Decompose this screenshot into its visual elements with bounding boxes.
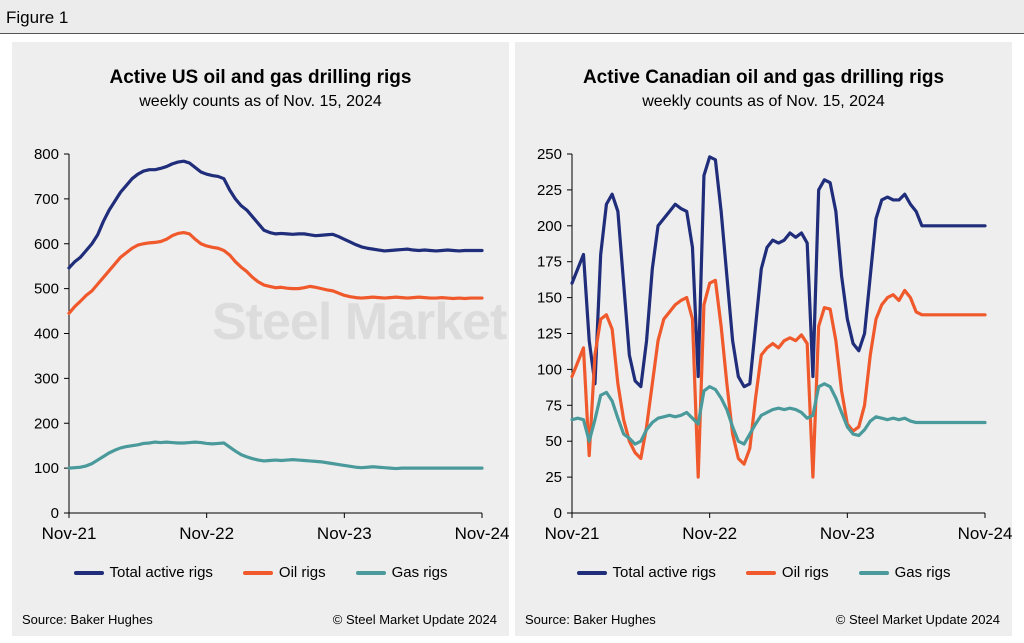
y-tick-label: 0 bbox=[554, 505, 562, 522]
y-tick-label: 800 bbox=[34, 146, 59, 163]
legend-label-gas: Gas rigs bbox=[894, 564, 951, 581]
legend-item-gas: Gas rigs bbox=[858, 564, 951, 581]
figure-label: Figure 1 bbox=[6, 8, 69, 27]
chart-title: Active US oil and gas drilling rigs bbox=[109, 67, 412, 88]
y-tick-label: 200 bbox=[34, 415, 59, 432]
copyright-note: © Steel Market Update 2024 bbox=[835, 612, 1000, 627]
x-tick-label: Nov-24 bbox=[455, 524, 509, 543]
legend-item-gas: Gas rigs bbox=[355, 564, 448, 581]
legend-item-total: Total active rigs bbox=[576, 564, 716, 581]
chart-title: Active Canadian oil and gas drilling rig… bbox=[582, 67, 945, 88]
legend-swatch-total bbox=[576, 570, 607, 575]
y-tick-label: 200 bbox=[537, 218, 562, 235]
legend: Total active rigs Oil rigs Gas rigs bbox=[12, 564, 509, 581]
x-tick-label: Nov-22 bbox=[682, 524, 737, 543]
source-note: Source: Baker Hughes bbox=[22, 612, 153, 627]
series-line-total bbox=[67, 159, 484, 270]
y-tick-label: 300 bbox=[34, 370, 59, 387]
y-tick-label: 0 bbox=[51, 505, 59, 522]
source-note: Source: Baker Hughes bbox=[525, 612, 656, 627]
y-tick-label: 25 bbox=[545, 469, 562, 486]
legend-swatch-total bbox=[73, 570, 104, 575]
x-tick-label: Nov-22 bbox=[179, 524, 234, 543]
y-tick-label: 700 bbox=[34, 191, 59, 208]
y-tick-label: 50 bbox=[545, 433, 562, 450]
series-line-oil bbox=[67, 230, 484, 315]
x-tick-label: Nov-21 bbox=[545, 524, 600, 543]
y-tick-label: 250 bbox=[537, 146, 562, 163]
chart-subtitle: weekly counts as of Nov. 15, 2024 bbox=[139, 93, 382, 110]
y-tick-label: 150 bbox=[537, 290, 562, 307]
canada-rig-chart: 0 25 50 75 100 125 150 175 200 225 250 Nov-21 Nov-22… bbox=[537, 146, 1012, 543]
legend: Total active rigs Oil rigs Gas rigs bbox=[515, 564, 1012, 581]
series-line-total bbox=[570, 155, 987, 389]
legend-label-oil: Oil rigs bbox=[278, 564, 326, 581]
y-tick-label: 175 bbox=[537, 254, 562, 271]
legend-item-oil: Oil rigs bbox=[242, 564, 326, 581]
series-line-gas bbox=[67, 440, 484, 471]
y-tick-label: 500 bbox=[34, 281, 59, 298]
legend-label-total: Total active rigs bbox=[109, 564, 213, 581]
y-tick-label: 225 bbox=[537, 182, 562, 199]
legend-swatch-gas bbox=[858, 570, 889, 575]
y-tick-label: 100 bbox=[537, 361, 562, 378]
copyright-note: © Steel Market Update 2024 bbox=[332, 612, 497, 627]
legend-label-oil: Oil rigs bbox=[781, 564, 829, 581]
legend-swatch-oil bbox=[745, 570, 776, 575]
us-rig-chart: 0 100 200 300 400 500 600 700 800 Nov-21 Nov-22 Nov… bbox=[34, 146, 509, 543]
x-tick-label: Nov-24 bbox=[958, 524, 1012, 543]
series-line-gas bbox=[570, 382, 987, 446]
y-tick-label: 400 bbox=[34, 326, 59, 343]
y-tick-label: 75 bbox=[545, 397, 562, 414]
legend-item-total: Total active rigs bbox=[73, 564, 213, 581]
legend-swatch-oil bbox=[242, 570, 273, 575]
x-tick-label: Nov-21 bbox=[42, 524, 97, 543]
legend-label-gas: Gas rigs bbox=[391, 564, 448, 581]
series-line-oil bbox=[570, 278, 987, 479]
y-tick-label: 100 bbox=[34, 460, 59, 477]
chart-subtitle: weekly counts as of Nov. 15, 2024 bbox=[642, 93, 885, 110]
legend-label-total: Total active rigs bbox=[612, 564, 716, 581]
y-tick-label: 125 bbox=[537, 326, 562, 343]
us-chart-panel: Steel Market Update Active US oil and ga… bbox=[12, 42, 691, 636]
legend-item-oil: Oil rigs bbox=[745, 564, 829, 581]
x-tick-label: Nov-23 bbox=[820, 524, 875, 543]
y-tick-label: 600 bbox=[34, 236, 59, 253]
canada-chart-panel: Active Canadian oil and gas drilling rig… bbox=[515, 42, 1012, 636]
legend-swatch-gas bbox=[355, 570, 386, 575]
x-tick-label: Nov-23 bbox=[317, 524, 372, 543]
figure-header: Figure 1 bbox=[0, 0, 1024, 34]
